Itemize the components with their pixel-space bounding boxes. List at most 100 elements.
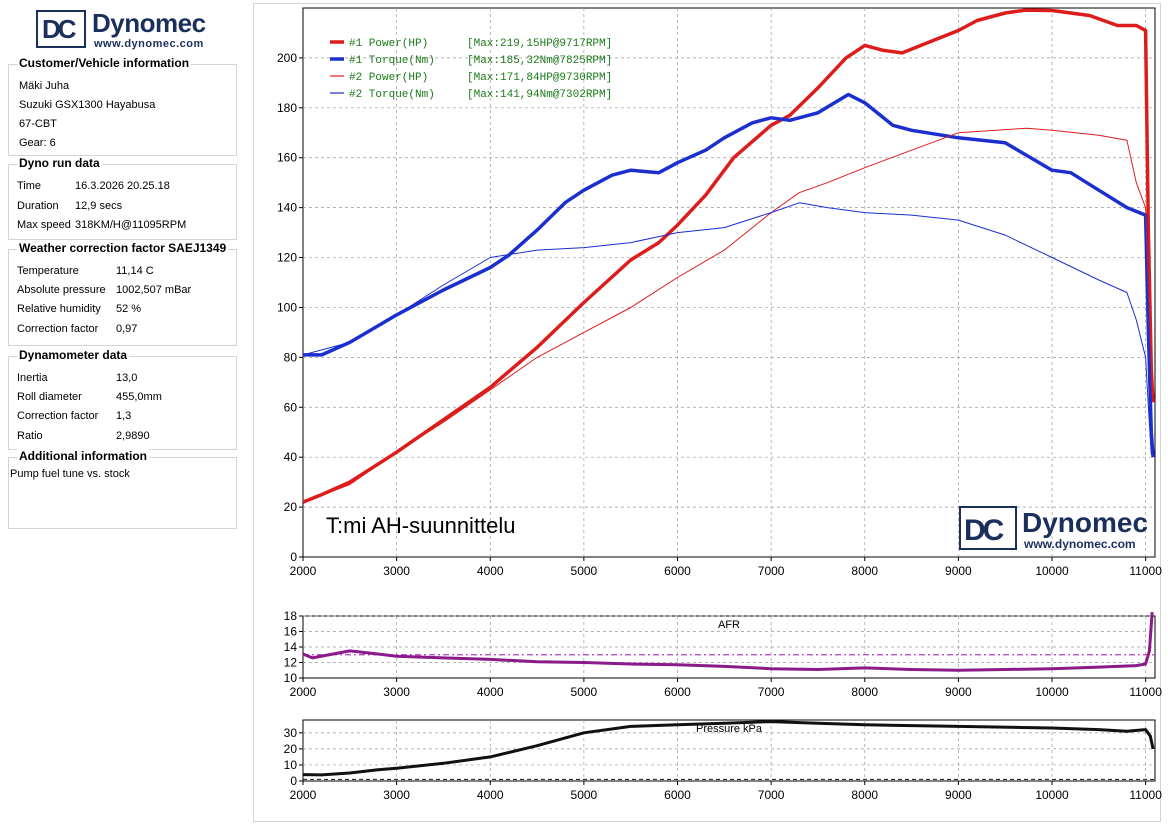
chart-frame [253, 3, 1161, 822]
x-tick-label: 9000 [945, 564, 972, 578]
field-value: 1,3 [116, 410, 132, 422]
plot-area [302, 7, 1156, 558]
field-label: Duration [17, 200, 59, 212]
series-line-1 [302, 611, 1154, 672]
vehicle-plate: 67-CBT [19, 118, 57, 130]
x-tick-label: 7000 [758, 685, 785, 699]
vehicle-model: Suzuki GSX1300 Hayabusa [19, 99, 156, 111]
customer-section: Customer/Vehicle information Mäki Juha S… [8, 56, 237, 156]
watermark-dc-icon [959, 506, 1017, 550]
field-value: 0,97 [116, 323, 138, 335]
y-tick-label: 16 [284, 625, 298, 639]
additional-text: Pump fuel tune vs. stock [10, 468, 130, 480]
section-title: Weather correction factor SAEJ1349 [17, 241, 229, 255]
legend-label: #1 Torque(Nm) [349, 55, 435, 67]
watermark-url: www.dynomec.com [1023, 537, 1136, 551]
x-tick-label: 10000 [1035, 685, 1069, 699]
dyno-run-section: Dyno run data Time 16.3.2026 20.25.18 Du… [8, 156, 237, 240]
x-tick-label: 5000 [571, 788, 598, 802]
x-tick-label: 8000 [851, 564, 878, 578]
legend-label: #1 Power(HP) [349, 38, 428, 50]
x-tick-label: 3000 [383, 564, 410, 578]
y-tick-label: 14 [284, 640, 298, 654]
y-tick-label: 40 [284, 450, 298, 464]
series-line-1 [302, 720, 1155, 777]
panel-title: AFR [718, 619, 740, 631]
y-tick-label: 160 [277, 151, 297, 165]
panel-title: Pressure kPa [696, 723, 763, 735]
field-label: Correction factor [17, 323, 99, 335]
series-line-4 [302, 202, 1152, 455]
field-label: Relative humidity [17, 303, 101, 315]
x-tick-label: 7000 [758, 564, 785, 578]
legend-max: [Max:185,32Nm@7825RPM] [467, 55, 612, 67]
y-tick-label: 10 [284, 758, 298, 772]
x-tick-label: 10000 [1035, 788, 1069, 802]
legend-max: [Max:171,84HP@9730RPM] [467, 72, 612, 84]
x-tick-label: 10000 [1035, 564, 1069, 578]
x-tick-label: 3000 [383, 788, 410, 802]
field-value: 13,0 [116, 372, 138, 384]
y-tick-label: 60 [284, 400, 298, 414]
x-tick-label: 6000 [664, 788, 691, 802]
field-value: 16.3.2026 20.25.18 [75, 180, 170, 192]
chart-panel-2: 2000 3000 4000 5000 6000 7000 8000 9000 10000 110… [284, 609, 1163, 699]
y-tick-label: 10 [284, 671, 298, 685]
x-tick-label: 8000 [851, 685, 878, 699]
y-tick-label: 30 [284, 726, 298, 740]
dc-logo-icon: DC [36, 10, 86, 48]
x-tick-label: 2000 [290, 564, 317, 578]
x-tick-label: 7000 [758, 788, 785, 802]
y-tick-label: 80 [284, 350, 298, 364]
field-value: 52 % [116, 303, 142, 315]
y-tick-label: 0 [290, 774, 297, 788]
field-label: Ratio [17, 430, 43, 442]
field-label: Time [17, 180, 42, 192]
field-value: 12,9 secs [75, 200, 123, 212]
logo-name: Dynomec [92, 8, 206, 38]
x-tick-label: 3000 [383, 685, 410, 699]
x-tick-label: 2000 [290, 788, 317, 802]
watermark-name: Dynomec [1022, 507, 1148, 538]
series-line-1 [302, 8, 1155, 504]
info-panel: DC Dynomec www.dynomec.com Customer/Vehi… [0, 0, 248, 826]
chart-annotation: T:mi AH-suunnittelu [326, 513, 516, 538]
y-tick-label: 200 [277, 51, 297, 65]
section-title: Additional information [17, 449, 149, 463]
y-tick-label: 100 [277, 300, 297, 314]
field-value: 11,14 C [116, 265, 154, 277]
x-tick-label: 11000 [1129, 788, 1162, 802]
x-tick-label: 2000 [290, 685, 317, 699]
field-label: Max speed [17, 219, 71, 231]
field-value: 455,0mm [116, 391, 162, 403]
x-tick-label: 8000 [851, 788, 878, 802]
field-value: 318KM/H@11095RPM [75, 219, 187, 231]
y-tick-label: 120 [277, 251, 297, 265]
series-line-2 [303, 92, 1155, 458]
x-tick-label: 5000 [571, 685, 598, 699]
customer-name: Mäki Juha [19, 80, 70, 92]
x-tick-label: 11000 [1129, 564, 1162, 578]
field-label: Absolute pressure [17, 284, 106, 296]
x-tick-label: 9000 [945, 685, 972, 699]
dynomec-logo: DC Dynomec www.dynomec.com [36, 8, 206, 52]
plot-area [302, 719, 1156, 782]
additional-section: Additional information Pump fuel tune vs… [8, 449, 237, 529]
y-tick-label: 12 [284, 656, 298, 670]
section-title: Dyno run data [17, 156, 102, 170]
x-tick-label: 4000 [477, 685, 504, 699]
section-title: Dynamometer data [17, 348, 130, 362]
dynamometer-section: Dynamometer data Inertia 13,0 Roll diame… [8, 348, 237, 450]
y-tick-label: 18 [284, 609, 298, 623]
field-label: Roll diameter [17, 391, 82, 403]
x-tick-label: 5000 [571, 564, 598, 578]
y-tick-label: 20 [284, 742, 298, 756]
y-tick-label: 20 [284, 500, 298, 514]
x-tick-label: 4000 [477, 788, 504, 802]
x-tick-label: 11000 [1129, 685, 1162, 699]
section-title: Customer/Vehicle information [17, 56, 192, 70]
legend-max: [Max:141,94Nm@7302RPM] [467, 89, 612, 101]
field-label: Inertia [17, 372, 48, 384]
series-line-3 [302, 127, 1153, 503]
